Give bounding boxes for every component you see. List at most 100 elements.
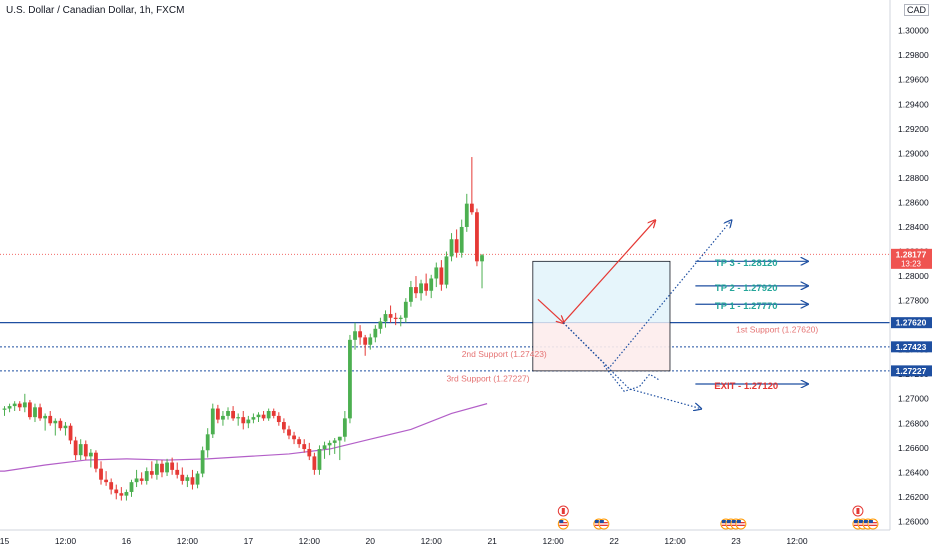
trade-box-layer bbox=[532, 260, 671, 372]
candle-body bbox=[419, 283, 423, 294]
candle-body bbox=[22, 402, 27, 408]
candle-body bbox=[99, 468, 103, 480]
red-target-arrow bbox=[562, 221, 654, 324]
price-tick-label: 1.30000 bbox=[898, 26, 929, 36]
time-tick-label: 23 bbox=[731, 536, 741, 546]
candle-body bbox=[88, 452, 93, 457]
price-tick-label: 1.26000 bbox=[898, 516, 929, 526]
candle-body bbox=[449, 239, 454, 257]
level-price-tag-text: 1.27227 bbox=[896, 366, 927, 376]
time-tick-label: 16 bbox=[122, 536, 132, 546]
trade-box-loss-zone bbox=[532, 322, 670, 371]
time-tick-label: 12:00 bbox=[542, 536, 564, 546]
time-tick-label: 20 bbox=[366, 536, 376, 546]
support-label: 1st Support (1.27620) bbox=[736, 324, 818, 334]
current-price-tag-text: 1.28177 bbox=[896, 249, 927, 259]
candle-body bbox=[388, 314, 393, 318]
candle-body bbox=[480, 255, 484, 262]
support-levels-layer bbox=[0, 253, 890, 372]
price-tick-label: 1.28800 bbox=[898, 173, 929, 183]
candle-body bbox=[215, 408, 220, 420]
event-markers-layer bbox=[557, 505, 879, 530]
candle-body bbox=[58, 420, 63, 429]
time-tick-label: 22 bbox=[609, 536, 619, 546]
candles-layer bbox=[2, 157, 484, 501]
candle-body bbox=[307, 449, 312, 457]
candle-body bbox=[33, 407, 37, 418]
candle-body bbox=[312, 456, 317, 470]
candle-body bbox=[17, 403, 22, 408]
support-label: 3rd Support (1.27227) bbox=[446, 374, 529, 384]
candle-body bbox=[190, 477, 195, 485]
candle-body bbox=[246, 419, 251, 424]
candle-body bbox=[353, 331, 357, 340]
annotation-labels-layer: 1st Support (1.27620) 2nd Support (1.2742… bbox=[446, 258, 818, 392]
time-tick-label: 12:00 bbox=[664, 536, 686, 546]
candle-body bbox=[444, 256, 449, 285]
candle-body bbox=[155, 463, 159, 475]
time-tick-label: 21 bbox=[487, 536, 497, 546]
candle-body bbox=[317, 449, 322, 470]
candle-body bbox=[210, 408, 215, 435]
price-tick-label: 1.29600 bbox=[898, 75, 929, 85]
support-label: 2nd Support (1.27423) bbox=[462, 349, 547, 359]
trade-box-profit-zone bbox=[532, 261, 670, 323]
us-flag-icon bbox=[867, 518, 879, 530]
time-tick-label: 12:00 bbox=[421, 536, 443, 546]
time-tick-label: 12:00 bbox=[55, 536, 77, 546]
candle-body bbox=[368, 337, 373, 345]
candle-body bbox=[134, 478, 139, 483]
time-tick-label: 12:00 bbox=[786, 536, 808, 546]
candle-body bbox=[322, 445, 327, 450]
candle-body bbox=[261, 414, 266, 419]
candle-body bbox=[424, 283, 429, 291]
candle-body bbox=[282, 422, 286, 430]
candle-body bbox=[327, 442, 332, 446]
candle-body bbox=[73, 440, 78, 456]
price-tick-label: 1.29200 bbox=[898, 124, 929, 134]
candle-body bbox=[231, 410, 235, 419]
candle-body bbox=[124, 491, 129, 496]
candle-body bbox=[429, 278, 434, 291]
us-flag-icon bbox=[735, 518, 747, 530]
candle-body bbox=[144, 471, 149, 481]
candle-body bbox=[68, 425, 73, 441]
price-tick-label: 1.27800 bbox=[898, 296, 929, 306]
candle-body bbox=[469, 203, 474, 213]
candle-body bbox=[297, 439, 302, 445]
candle-body bbox=[393, 317, 398, 319]
candle-body bbox=[302, 444, 307, 450]
us-flag-icon bbox=[557, 518, 569, 530]
us-flag-icon bbox=[598, 518, 610, 530]
candle-body bbox=[358, 331, 362, 338]
candle-body bbox=[180, 474, 185, 481]
price-axis[interactable]: 1.30000 1.29800 1.29600 1.29400 1.29200 1.290… bbox=[889, 0, 932, 530]
candle-body bbox=[398, 317, 403, 319]
candle-body bbox=[276, 415, 281, 423]
candle-body bbox=[236, 417, 241, 419]
time-tick-label: 12:00 bbox=[177, 536, 199, 546]
candle-body bbox=[251, 417, 256, 420]
moving-average-layer bbox=[0, 403, 488, 472]
candle-body bbox=[337, 436, 342, 441]
red-pullback-arrow bbox=[537, 298, 563, 322]
candle-body bbox=[119, 493, 124, 496]
time-axis[interactable]: 15 12:00 16 12:00 17 12:00 20 12:00 21 12:00 22 12:… bbox=[0, 529, 890, 546]
candle-body bbox=[403, 301, 408, 318]
candle-body bbox=[160, 463, 164, 473]
level-price-tag bbox=[891, 317, 932, 329]
candle-body bbox=[256, 414, 261, 418]
current-price-tag bbox=[891, 248, 932, 269]
currency-badge[interactable]: CAD bbox=[904, 4, 930, 16]
time-tick-label: 15 bbox=[0, 536, 9, 546]
price-tick-label: 1.28600 bbox=[898, 197, 929, 207]
candle-body bbox=[114, 489, 119, 494]
candle-body bbox=[378, 321, 383, 329]
candle-body bbox=[221, 415, 225, 420]
price-tick-label: 1.28000 bbox=[898, 271, 929, 281]
candle-body bbox=[342, 418, 347, 437]
candle-body bbox=[241, 417, 246, 424]
trade-box-border bbox=[532, 260, 671, 372]
candle-body bbox=[464, 203, 469, 227]
